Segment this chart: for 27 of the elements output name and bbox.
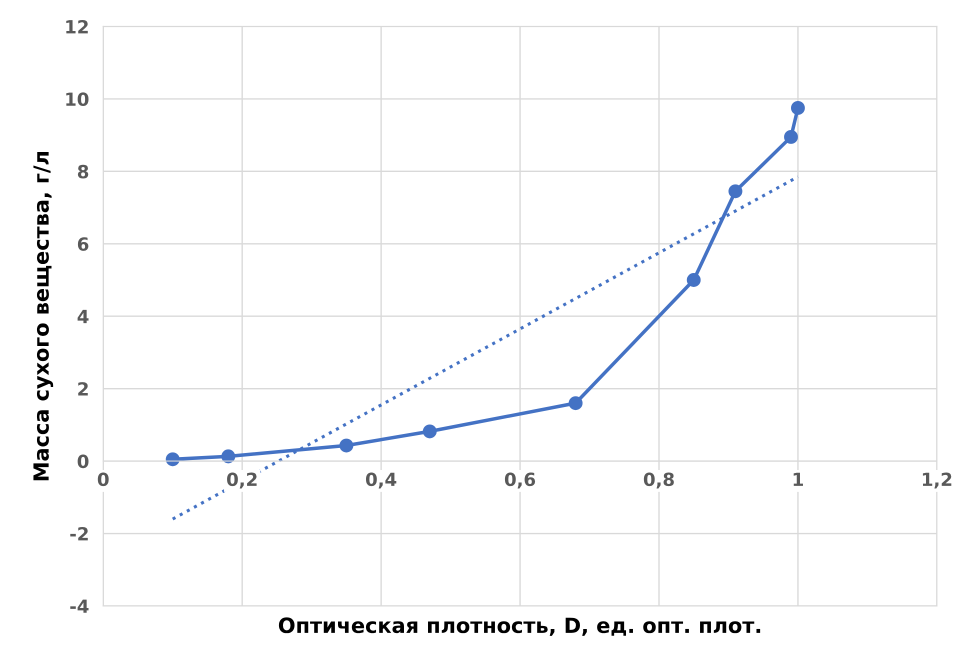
y-tick-label: -2 (70, 526, 88, 540)
y-tick-label: 0 (78, 454, 88, 468)
y-tick-label: 8 (78, 164, 88, 178)
y-tick-label: 6 (78, 237, 88, 251)
point (221, 449, 236, 464)
x-axis-title: Оптическая плотность, D, ед. опт. плот. (278, 617, 760, 636)
x-tick-label: 0,2 (227, 472, 257, 488)
x-tick-label: 0 (98, 472, 109, 486)
x-tick-label: 0,8 (644, 472, 674, 488)
y-tick-label: 4 (78, 310, 89, 324)
x-tick-label: 1,2 (922, 472, 952, 488)
point (166, 452, 180, 466)
x-tick-label: 0,6 (504, 472, 536, 488)
point (728, 184, 742, 198)
y-tick-label: 2 (78, 382, 88, 396)
point (422, 424, 437, 438)
x-tick-label: 0,4 (366, 472, 396, 488)
point (784, 130, 798, 144)
y-axis-title: Масса сухого вещества, г/л (33, 152, 54, 480)
y-tick-label: 12 (66, 20, 88, 34)
point (686, 273, 701, 287)
point (790, 101, 805, 115)
point (339, 438, 354, 452)
y-tick-label: -4 (70, 600, 89, 613)
y-tick-label: 10 (66, 92, 88, 106)
point (568, 396, 583, 410)
x-tick-label: 1 (794, 472, 803, 486)
